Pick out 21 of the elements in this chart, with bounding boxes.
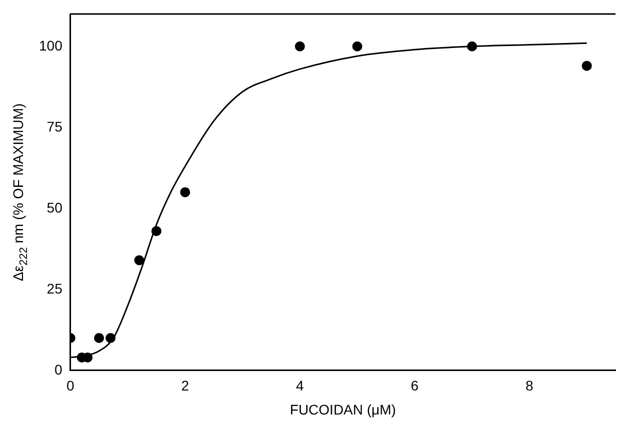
point	[180, 187, 190, 198]
y-tick-label: 0	[54, 361, 63, 378]
point	[134, 255, 144, 266]
y-tick-label: 100	[39, 37, 63, 54]
x-tick-label: 4	[296, 378, 304, 394]
y-axis-title: Δε222 nm (% OF MAXIMUM)	[10, 103, 30, 282]
x-tick-label: 2	[181, 378, 190, 394]
y-tick-label: 50	[46, 199, 63, 216]
x-tick-label: 8	[526, 378, 534, 394]
point	[151, 226, 162, 236]
x-tick-label: 6	[410, 378, 419, 394]
point	[582, 60, 592, 71]
x-tick-label: 0	[66, 378, 74, 394]
point	[294, 41, 305, 52]
point	[467, 41, 478, 52]
point	[106, 333, 116, 343]
y-tick-label: 25	[46, 280, 63, 296]
y-tick-label: 75	[46, 118, 63, 134]
x-axis-title: FUCOIDAN (μM)	[290, 401, 396, 418]
point	[352, 41, 362, 52]
point	[94, 333, 104, 343]
